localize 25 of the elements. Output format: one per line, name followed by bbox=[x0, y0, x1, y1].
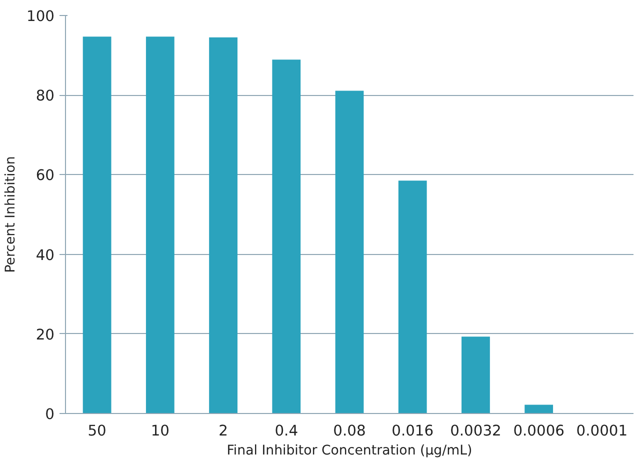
x-axis-title: Final Inhibitor Concentration (µg/mL) bbox=[226, 444, 472, 458]
x-tick-label: 10 bbox=[150, 422, 170, 440]
x-tick-label: 2 bbox=[218, 422, 228, 440]
y-tick-label: 20 bbox=[36, 326, 55, 344]
y-tick-label: 80 bbox=[36, 88, 55, 105]
x-tick-label: 0.016 bbox=[392, 422, 434, 440]
bar bbox=[209, 37, 238, 414]
y-axis-title: Percent Inhibition bbox=[4, 156, 19, 273]
bar bbox=[146, 36, 174, 414]
bar bbox=[335, 90, 364, 414]
x-tick-label: 0.0006 bbox=[513, 422, 564, 440]
x-tick-label: 0.0032 bbox=[450, 422, 502, 440]
y-tick-label: 40 bbox=[36, 246, 55, 264]
bar bbox=[462, 336, 490, 414]
bar bbox=[82, 36, 112, 414]
bar bbox=[524, 404, 554, 414]
x-tick-label: 0.4 bbox=[274, 422, 298, 440]
x-tick-label: 0.0001 bbox=[576, 422, 628, 440]
bar bbox=[398, 180, 427, 414]
y-tick-label: 100 bbox=[26, 8, 55, 25]
y-tick-label: 60 bbox=[36, 167, 55, 184]
y-tick-label: 0 bbox=[45, 406, 55, 423]
bar bbox=[272, 60, 301, 414]
x-tick-label: 50 bbox=[88, 422, 106, 440]
x-tick-label: 0.08 bbox=[333, 422, 366, 440]
